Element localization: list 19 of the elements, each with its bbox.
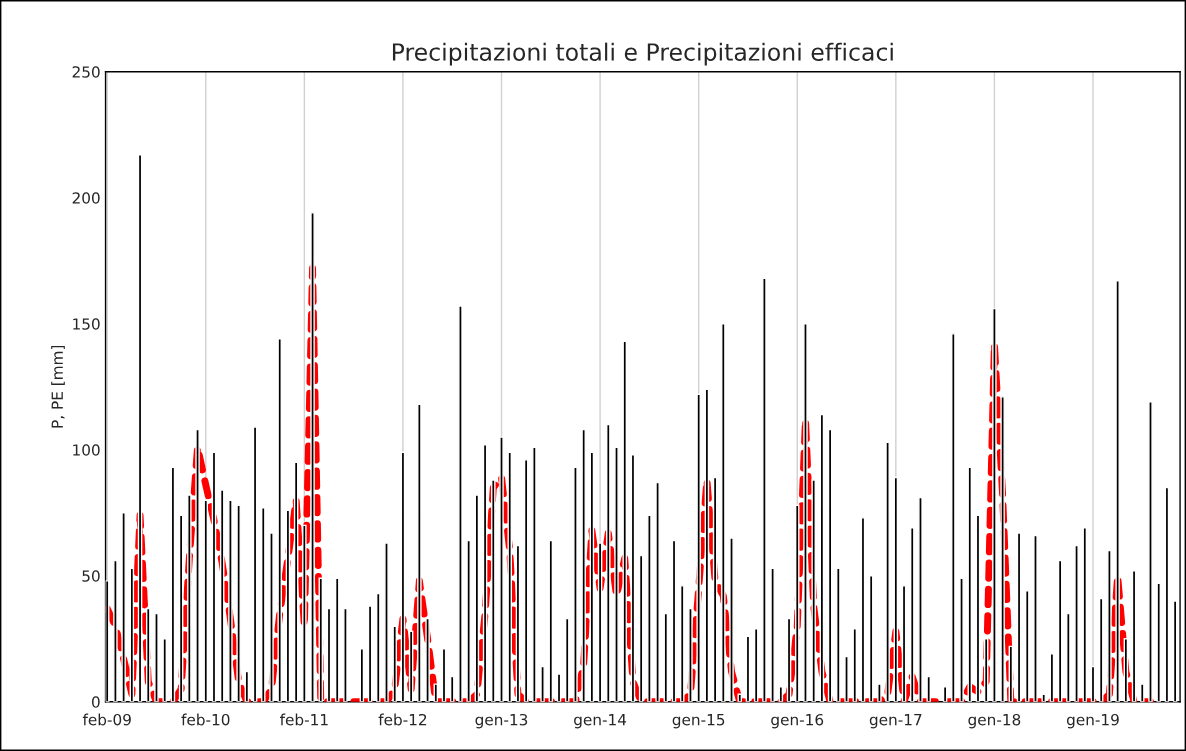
y-tick-label: 100: [73, 444, 100, 456]
chart-title: Precipitazioni totali e Precipitazioni efficaci: [392, 42, 893, 66]
y-tick-label: 250: [72, 66, 100, 78]
x-tick-label: feb-12: [378, 713, 427, 726]
y-tick-label: 0: [91, 696, 100, 708]
y-tick-label: 150: [73, 318, 100, 330]
x-tick-label: gen-17: [869, 714, 922, 729]
x-tick-label: gen-13: [475, 713, 528, 729]
x-tick-label: feb-09: [82, 713, 131, 726]
x-tick-label: gen-19: [1066, 713, 1119, 729]
x-tick-label: feb-11: [279, 713, 328, 726]
x-tick-label: gen-18: [968, 713, 1021, 729]
y-tick-label: 50: [82, 570, 100, 582]
y-axis-title: P, PE [mm]: [51, 345, 65, 428]
x-tick-label: gen-16: [771, 713, 824, 729]
y-tick-label: 200: [72, 192, 100, 204]
x-tick-label: gen-14: [574, 714, 627, 729]
x-tick-label: feb-10: [181, 713, 230, 726]
x-tick-label: gen-15: [672, 714, 725, 729]
